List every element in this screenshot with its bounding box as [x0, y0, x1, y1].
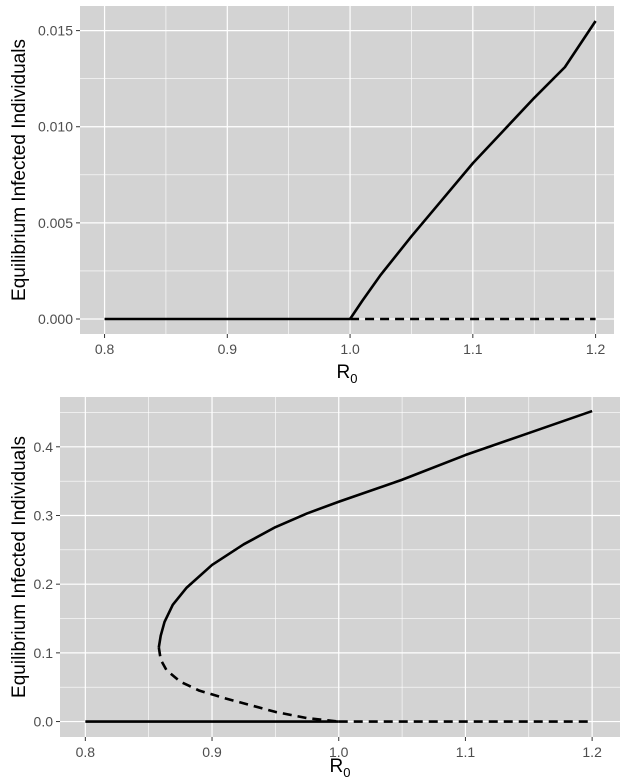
top-series-1-solid	[348, 20, 597, 320]
bottom-x-tick-label: 0.8	[76, 744, 96, 760]
bottom-y-tick-label: 0.0	[34, 714, 54, 730]
top-x-axis-title-subscript: 0	[350, 371, 357, 386]
bottom-x-axis-title: R0	[330, 756, 351, 777]
top-y-tick-label: 0.015	[38, 23, 73, 39]
bottom-series-2-dashed	[157, 647, 339, 723]
top-y-axis-title: Equilibrium Infected Individuals	[9, 39, 30, 301]
bottom-x-tick-label: 0.9	[202, 744, 222, 760]
bottom-y-tick-label: 0.3	[34, 507, 54, 523]
top-x-axis-title-main: R	[337, 362, 351, 383]
bottom-x-tick-label: 1.2	[582, 744, 602, 760]
top-x-tick-label: 1.1	[463, 341, 483, 357]
bottom-y-axis-title: Equilibrium Infected Individuals	[9, 436, 30, 698]
top-x-tick-label: 1.0	[340, 341, 360, 357]
bottom-y-tick-label: 0.4	[34, 439, 54, 455]
bottom-x-tick-label: 1.0	[329, 744, 349, 760]
top-y-tick-label: 0.000	[38, 311, 73, 327]
top-y-tick-label: 0.010	[38, 119, 73, 135]
top-x-axis-title: R0	[337, 362, 358, 386]
bottom-gridlines	[60, 397, 620, 737]
top-x-tick-label: 1.2	[586, 341, 606, 357]
bottom-x-axis-title-subscript: 0	[343, 765, 350, 777]
bottom-x-axis-title-main: R	[330, 756, 344, 777]
bottom-x-ticks: 0.8 0.9 1.0 1.1 1.2	[76, 737, 602, 760]
top-x-tick-label: 0.8	[95, 341, 115, 357]
top-series	[104, 20, 597, 321]
top-plot-background	[80, 6, 614, 334]
top-x-ticks: 0.8 0.9 1.0 1.1 1.2	[95, 334, 606, 357]
bottom-x-tick-label: 1.1	[456, 744, 476, 760]
top-x-tick-label: 0.9	[218, 341, 238, 357]
bottom-y-tick-label: 0.2	[34, 576, 54, 592]
bottom-panel: 0.8 0.9 1.0 1.1 1.2 0.0 0.1 0.2 0.3 0.4 R0 Equil…	[9, 397, 620, 777]
bottom-plot-background	[60, 397, 620, 737]
top-y-ticks: 0.000 0.005 0.010 0.015	[38, 23, 80, 327]
bottom-series-1-solid	[157, 409, 593, 648]
bottom-series	[85, 409, 593, 723]
top-y-tick-label: 0.005	[38, 215, 73, 231]
bottom-y-ticks: 0.0 0.1 0.2 0.3 0.4	[34, 439, 60, 730]
bottom-y-tick-label: 0.1	[34, 645, 54, 661]
